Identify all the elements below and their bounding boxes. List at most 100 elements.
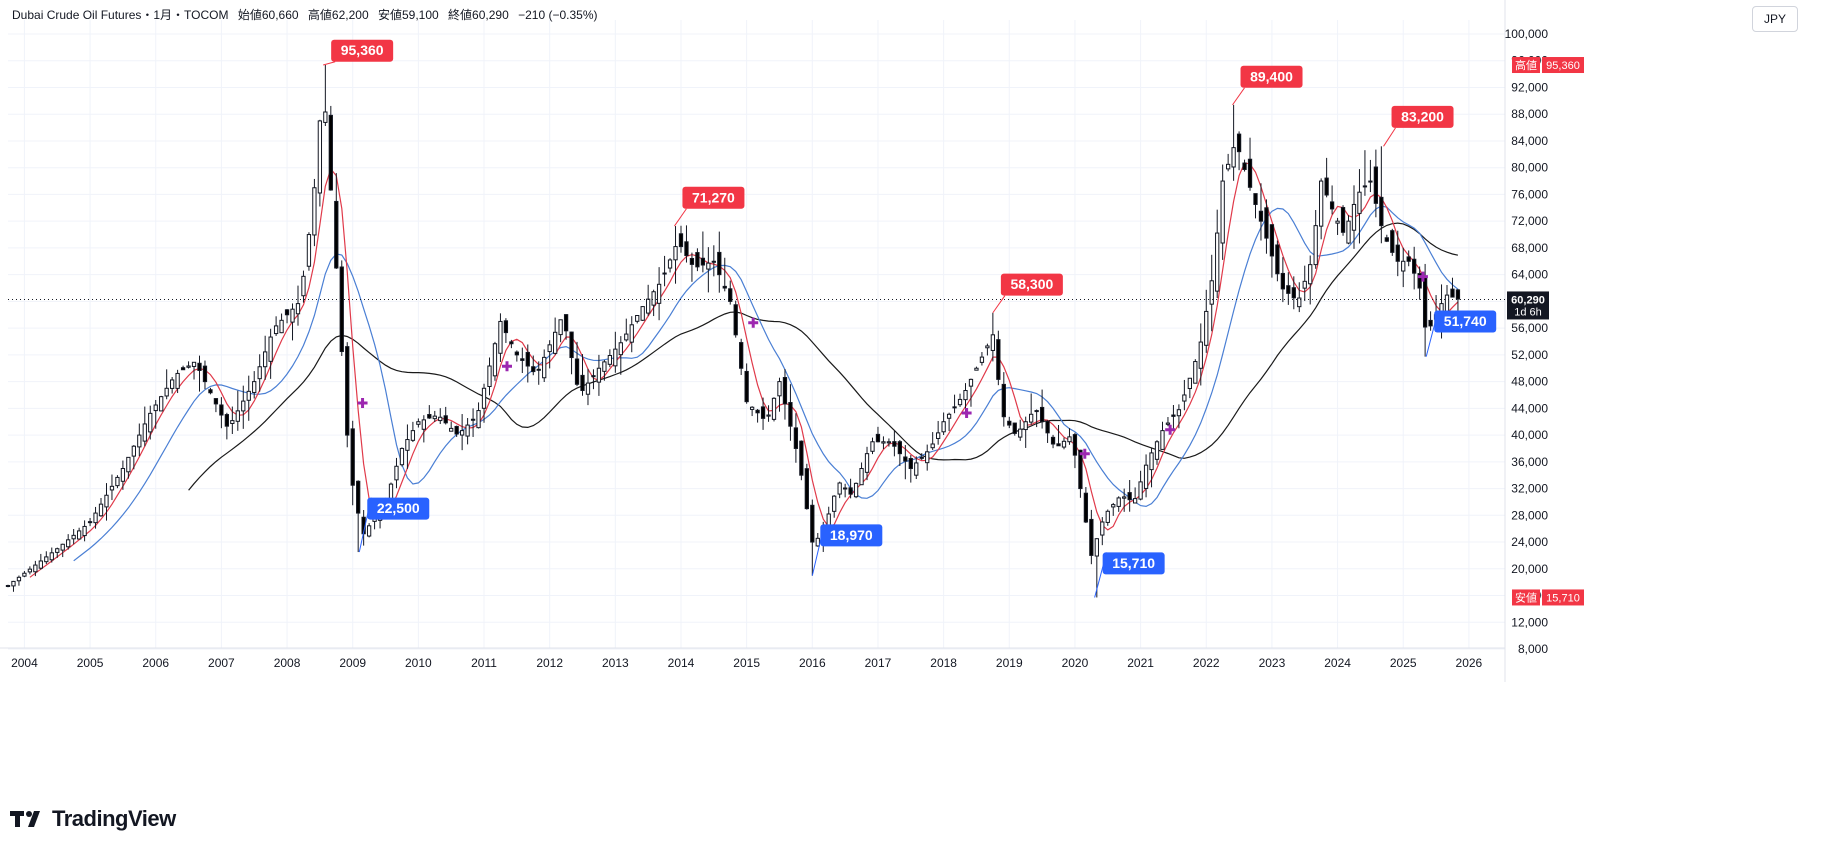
price-label-box [820, 524, 883, 547]
candle-up [432, 415, 437, 420]
candle-down [689, 257, 695, 265]
candle-up [777, 381, 782, 397]
candle-down [1258, 210, 1264, 222]
candle-down [1329, 201, 1335, 210]
candle-down [892, 441, 897, 447]
cross-markers [357, 271, 1428, 459]
y-tick-label: 20,000 [1511, 562, 1548, 576]
candle-down [213, 398, 219, 405]
candle-down [1269, 224, 1275, 257]
candle-up [295, 303, 301, 315]
x-tick-label: 2022 [1193, 656, 1220, 670]
candle-up [946, 413, 952, 419]
last-price-badge [1507, 291, 1549, 320]
candle-up [1094, 538, 1099, 557]
symbol-title[interactable]: Dubai Crude Oil Futures・1月・TOCOM [12, 8, 229, 22]
candle-up [290, 308, 295, 323]
price-label-text: 15,710 [1112, 555, 1155, 571]
candle-up [925, 451, 930, 464]
candle-up [585, 382, 591, 395]
candle-down [1078, 449, 1083, 490]
candle-up [1351, 203, 1357, 231]
candle-down [1412, 258, 1417, 274]
candle-down [1428, 319, 1433, 327]
time-axis[interactable]: 2004 2005 2006 2007 2008 2009 2010 2011 2012 2013… [11, 656, 1482, 670]
cross-marker [502, 361, 512, 372]
candle-down [345, 346, 350, 436]
candle-down [427, 414, 432, 419]
candle-down [1001, 383, 1006, 418]
candle-up [547, 344, 552, 353]
candle-up [1357, 191, 1362, 214]
candle-up [257, 366, 262, 380]
candle-up [38, 560, 43, 569]
x-tick-label: 2017 [865, 656, 892, 670]
candle-up [1302, 280, 1307, 289]
candle-up [1132, 498, 1138, 504]
cross-marker [357, 398, 368, 408]
candle-up [487, 365, 492, 387]
candle-up [1122, 496, 1127, 499]
candle-up [930, 443, 935, 449]
candle-up [410, 430, 416, 441]
axis-badge-value: 95,360 [1546, 60, 1580, 72]
candle-up [82, 525, 87, 537]
y-tick-label: 68,000 [1511, 241, 1548, 255]
candle-up [1226, 163, 1231, 170]
candle-up [837, 482, 842, 495]
candle-down [799, 440, 804, 476]
candle-up [405, 439, 410, 451]
currency-button[interactable]: JPY [1752, 6, 1798, 32]
candle-up [1368, 180, 1373, 183]
x-tick-label: 2012 [536, 656, 563, 670]
candle-down [744, 370, 749, 403]
candle-up [49, 552, 54, 561]
candle-down [810, 504, 815, 543]
candle-up [1204, 310, 1209, 346]
candle-up [159, 396, 164, 412]
price-labels: 95,360 22,500 71,270 18,970 58,300 15,710 89,4… [8, 39, 1505, 598]
candle-up [591, 375, 596, 378]
candle-down [728, 288, 733, 302]
candle-down [536, 368, 541, 371]
candle-down [760, 406, 766, 419]
candlestick-series [5, 65, 1461, 598]
price-axis[interactable]: 8,00012,00016,00020,00024,00028,00032,00… [1505, 27, 1584, 656]
candle-up [175, 372, 180, 389]
last-price-countdown: 1d 6h [1514, 306, 1542, 318]
candle-up [1182, 394, 1187, 402]
candle-down [1247, 158, 1253, 188]
price-label-box [1000, 273, 1063, 296]
candle-down [1007, 420, 1012, 426]
candle-up [115, 476, 120, 487]
candle-down [1171, 414, 1176, 417]
candle-down [1050, 436, 1056, 445]
candle-up [941, 421, 946, 433]
y-tick-label: 36,000 [1511, 455, 1548, 469]
candle-up [881, 441, 886, 444]
price-label-text: 95,360 [341, 42, 384, 58]
ma-long-line [188, 222, 1459, 491]
price-label-text: 71,270 [692, 189, 735, 205]
axis-badge-label: 高値 [1515, 58, 1537, 72]
ma-short-line [29, 162, 1459, 578]
x-tick-label: 2014 [668, 656, 695, 670]
x-tick-label: 2026 [1456, 656, 1483, 670]
candle-up [60, 543, 65, 551]
candle-up [120, 468, 126, 482]
candle-up [5, 584, 11, 587]
x-tick-label: 2020 [1062, 656, 1089, 670]
candle-up [558, 319, 563, 336]
candle-down [733, 304, 738, 336]
tradingview-logo[interactable]: TradingView [10, 806, 176, 832]
candle-up [459, 430, 465, 436]
candle-up [131, 445, 136, 457]
candle-down [197, 362, 202, 371]
cross-marker [748, 317, 759, 328]
candle-up [1193, 361, 1198, 384]
candle-up [93, 512, 98, 524]
candle-down [503, 320, 509, 334]
x-tick-label: 2008 [274, 656, 301, 670]
candle-up [815, 537, 820, 547]
